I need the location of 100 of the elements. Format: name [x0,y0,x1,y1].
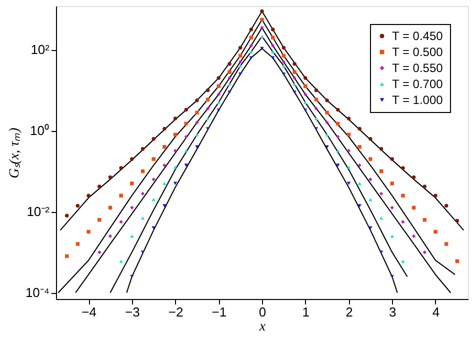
point [140,147,145,151]
point [368,136,372,141]
point [292,82,296,86]
point [346,166,351,169]
point [314,88,318,92]
point [184,122,188,126]
point [368,198,372,202]
point [292,70,296,74]
point [444,242,448,246]
point [270,44,275,48]
x-tick-label: −4 [82,304,96,320]
x-tick-label: 2 [346,304,353,320]
point [444,204,448,208]
point [379,192,384,196]
point [346,182,351,186]
point [206,98,210,102]
legend-label: T = 1.000 [392,93,444,107]
point [162,163,166,168]
point [173,182,178,186]
point [195,110,199,114]
point [358,144,362,149]
point [282,72,286,76]
point [390,182,394,186]
legend-label: T = 0.450 [392,29,444,43]
point [97,250,102,254]
point [282,46,286,50]
point [368,226,372,230]
point [238,64,242,68]
x-tick-label: 3 [388,304,396,320]
point [358,182,362,186]
line-series [60,10,464,231]
point [152,136,156,141]
point [86,194,90,198]
point [401,220,405,224]
point [97,184,102,188]
point [152,198,156,202]
point [228,70,232,74]
point [303,92,308,96]
point [238,60,242,64]
point [173,166,178,169]
legend-label: T = 0.700 [392,77,444,91]
point [216,92,221,96]
y-tick-label: 10⁰ [30,123,50,138]
point [216,76,221,80]
point [184,108,188,112]
point [412,234,416,238]
point [325,110,329,114]
x-tick-label: 0 [258,304,266,320]
point [260,9,264,14]
point [76,242,80,246]
point [412,175,416,180]
point [260,26,264,30]
point [422,250,427,254]
point [282,64,286,68]
y-axis-title: Gₛ(x, τₘ) [7,127,22,178]
point [216,108,221,112]
point [184,164,188,167]
point [368,157,372,161]
point [228,90,232,94]
point [140,216,145,220]
point [401,260,405,263]
point [119,220,123,224]
point [130,206,134,210]
point [325,98,329,102]
point [162,204,166,208]
point [336,122,340,126]
point [282,60,286,64]
point [303,108,308,112]
point [249,50,254,54]
point [140,192,145,196]
point [379,216,384,220]
point [119,166,123,170]
point [130,274,134,278]
point [249,56,254,60]
point [434,230,438,234]
point [379,147,384,151]
point [173,116,178,120]
y-tick-label: 10² [30,42,50,58]
point [455,218,460,223]
point [64,214,69,218]
point [390,157,394,161]
x-tick-label: −1 [212,304,227,320]
point [206,127,210,130]
point [390,274,394,278]
point [216,100,221,104]
point [162,126,166,131]
point [152,226,156,230]
point [336,134,340,139]
point [130,182,134,186]
point [314,98,318,102]
point [434,194,438,198]
point [358,126,362,131]
point [86,230,90,234]
point [390,206,394,210]
point [152,157,156,161]
point [249,28,254,32]
x-tick-label: 1 [302,304,310,320]
x-tick-label: −2 [168,304,184,320]
point [379,250,384,254]
legend-label: T = 0.550 [392,61,444,75]
